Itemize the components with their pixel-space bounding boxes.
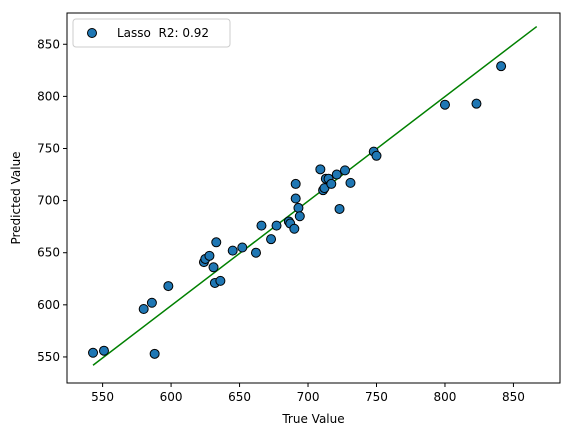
scatter-point	[334, 203, 345, 214]
scatter-point	[215, 275, 226, 286]
x-tick-label: 600	[160, 390, 183, 404]
scatter-point	[250, 247, 261, 258]
scatter-point	[315, 164, 326, 175]
x-tick-label: 800	[434, 390, 457, 404]
y-axis-label: Predicted Value	[9, 151, 23, 244]
scatter-point	[471, 98, 482, 109]
scatter-point	[227, 245, 238, 256]
scatter-point	[163, 281, 174, 292]
scatter-point	[331, 169, 342, 180]
y-axis-ticks: 550 600 650 700 750 800 850	[37, 37, 67, 364]
scatter-point	[237, 242, 248, 253]
scatter-point	[345, 177, 356, 188]
scatter-point	[266, 234, 277, 245]
x-tick-label: 750	[365, 390, 388, 404]
scatter-point	[149, 348, 160, 359]
y-tick-label: 600	[37, 298, 60, 312]
scatter-point	[290, 193, 301, 204]
y-tick-label: 700	[37, 194, 60, 208]
x-tick-label: 550	[91, 390, 114, 404]
legend: Lasso R2: 0.92	[72, 18, 231, 48]
scatter-point	[271, 220, 282, 231]
scatter-point	[293, 202, 304, 213]
scatter-point	[146, 297, 157, 308]
scatter-point	[256, 220, 267, 231]
scatter-point	[88, 347, 99, 358]
fit-line	[92, 25, 538, 366]
x-tick-label: 850	[502, 390, 525, 404]
scatter-point	[211, 237, 222, 248]
scatter-point	[496, 61, 507, 72]
scatter-point	[326, 178, 337, 189]
legend-box	[72, 18, 231, 48]
y-tick-label: 750	[37, 141, 60, 155]
scatter-point	[294, 211, 305, 222]
legend-label: Lasso R2: 0.92	[117, 26, 209, 40]
axes-frame	[66, 12, 561, 384]
scatter-point	[371, 150, 382, 161]
y-tick-label: 650	[37, 246, 60, 260]
scatter-point	[138, 304, 149, 314]
scatter-point	[290, 178, 301, 189]
scatter-point	[98, 345, 109, 356]
scatter-point	[339, 165, 350, 176]
plot-area	[66, 12, 561, 384]
y-tick-label: 550	[37, 350, 60, 364]
y-tick-label: 850	[37, 37, 60, 51]
scatter-point	[208, 262, 219, 273]
scatter-point	[204, 250, 215, 261]
x-tick-label: 650	[228, 390, 251, 404]
legend-marker	[87, 28, 97, 38]
y-tick-label: 800	[37, 89, 60, 103]
x-axis-label: True Value	[281, 412, 344, 426]
scatter-point	[289, 223, 300, 234]
scatter-point	[439, 99, 450, 110]
x-tick-label: 700	[297, 390, 320, 404]
x-axis-ticks: 550 600 650 700 750 800 850	[91, 383, 525, 404]
